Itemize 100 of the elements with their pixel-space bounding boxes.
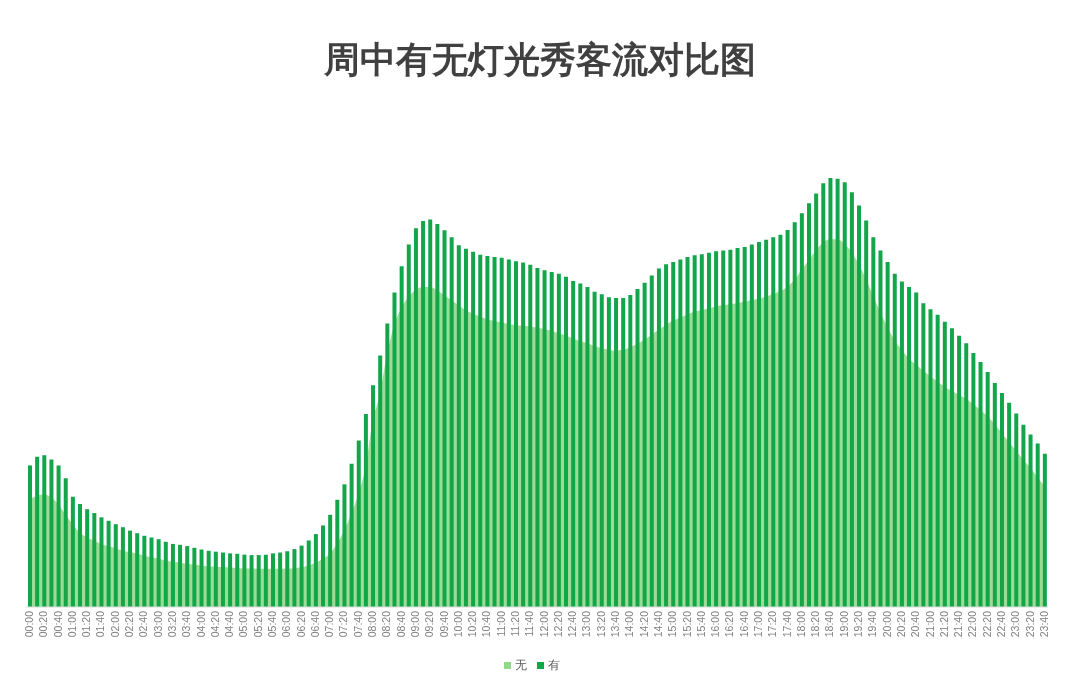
x-tick-label: 22:00 [966,610,979,638]
bar [356,440,361,607]
bar [285,551,290,607]
x-tick-label: 16:00 [709,610,722,638]
bar [971,353,976,607]
bar [957,335,962,607]
x-tick-label: 01:00 [65,610,78,638]
bar [213,551,218,607]
bar [642,282,647,607]
bar [735,247,740,607]
bar [599,294,604,607]
chart-title: 周中有无灯光秀客流对比图 [323,38,757,82]
x-tick-label: 17:20 [766,610,779,638]
x-tick-label: 09:40 [437,610,450,638]
x-tick-label: 20:20 [894,610,907,638]
bar [471,251,476,607]
x-tick-label: 03:40 [180,610,193,638]
x-tick-label: 01:20 [80,610,93,638]
bar [278,552,283,607]
bar [878,250,883,607]
x-tick-label: 02:00 [108,610,121,638]
bar [392,292,397,607]
bar [142,535,147,607]
bar [92,513,97,607]
bar [371,385,376,607]
bar [892,273,897,607]
x-tick-label: 12:00 [537,610,550,638]
bar [242,554,247,607]
bar [463,248,468,607]
x-tick-label: 04:20 [208,610,221,638]
bar [792,222,797,607]
x-tick-label: 09:00 [408,610,421,638]
bar [485,256,490,607]
bar [378,355,383,607]
x-tick-label: 11:20 [509,610,522,637]
bar [849,192,854,607]
bar [321,525,326,607]
bar [492,256,497,607]
x-tick-label: 18:40 [823,610,836,638]
x-tick-label: 14:00 [623,610,636,638]
bar [270,553,275,607]
x-tick-label: 04:40 [223,610,236,638]
x-tick-label: 03:20 [165,610,178,638]
bar [985,371,990,607]
x-tick-label: 02:40 [137,610,150,638]
x-tick-label: 05:20 [251,610,264,638]
x-tick-label: 13:00 [580,610,593,638]
bar [328,514,333,607]
bar [692,255,697,607]
bar [128,530,133,607]
x-tick-label: 18:00 [794,610,807,638]
legend-label: 有 [548,658,560,672]
bar [263,554,268,607]
bar [964,343,969,607]
bar [292,549,297,607]
x-tick-label: 21:00 [923,610,936,638]
bar [857,205,862,607]
x-tick-label: 14:40 [651,610,664,638]
x-tick-label: 18:20 [809,610,822,638]
bar [528,264,533,607]
bar [978,362,983,607]
x-tick-label: 23:40 [1037,610,1050,638]
bar [656,268,661,607]
bar [771,237,776,607]
bar [385,323,390,607]
bar [756,241,761,607]
bar [585,286,590,607]
x-tick-label: 08:40 [394,610,407,638]
bar [535,268,540,607]
x-tick-label: 14:20 [637,610,650,638]
bar [578,283,583,607]
bar [814,193,819,607]
x-tick-label: 16:20 [723,610,736,638]
x-tick-label: 01:40 [94,610,107,638]
bar [521,262,526,607]
x-tick-label: 12:20 [551,610,564,638]
bar [714,251,719,607]
bar [513,261,518,607]
bar [113,524,118,607]
bar [35,456,40,607]
bar [78,504,83,607]
x-tick-label: 15:20 [680,610,693,638]
bar [506,259,511,607]
bar [799,213,804,607]
x-tick-label: 05:40 [266,610,279,638]
x-tick-label: 17:40 [780,610,793,638]
bar [399,266,404,607]
bar [871,237,876,607]
x-tick-label: 04:00 [194,610,207,638]
bar [99,517,104,607]
bar [935,314,940,607]
bar [63,478,68,607]
x-tick-label: 00:20 [37,610,50,638]
bar [785,229,790,607]
x-tick-label: 19:20 [852,610,865,638]
bar [120,527,125,607]
x-tick-label: 03:00 [151,610,164,638]
bar [206,550,211,607]
bar [235,553,240,607]
x-tick-label: 22:40 [995,610,1007,638]
